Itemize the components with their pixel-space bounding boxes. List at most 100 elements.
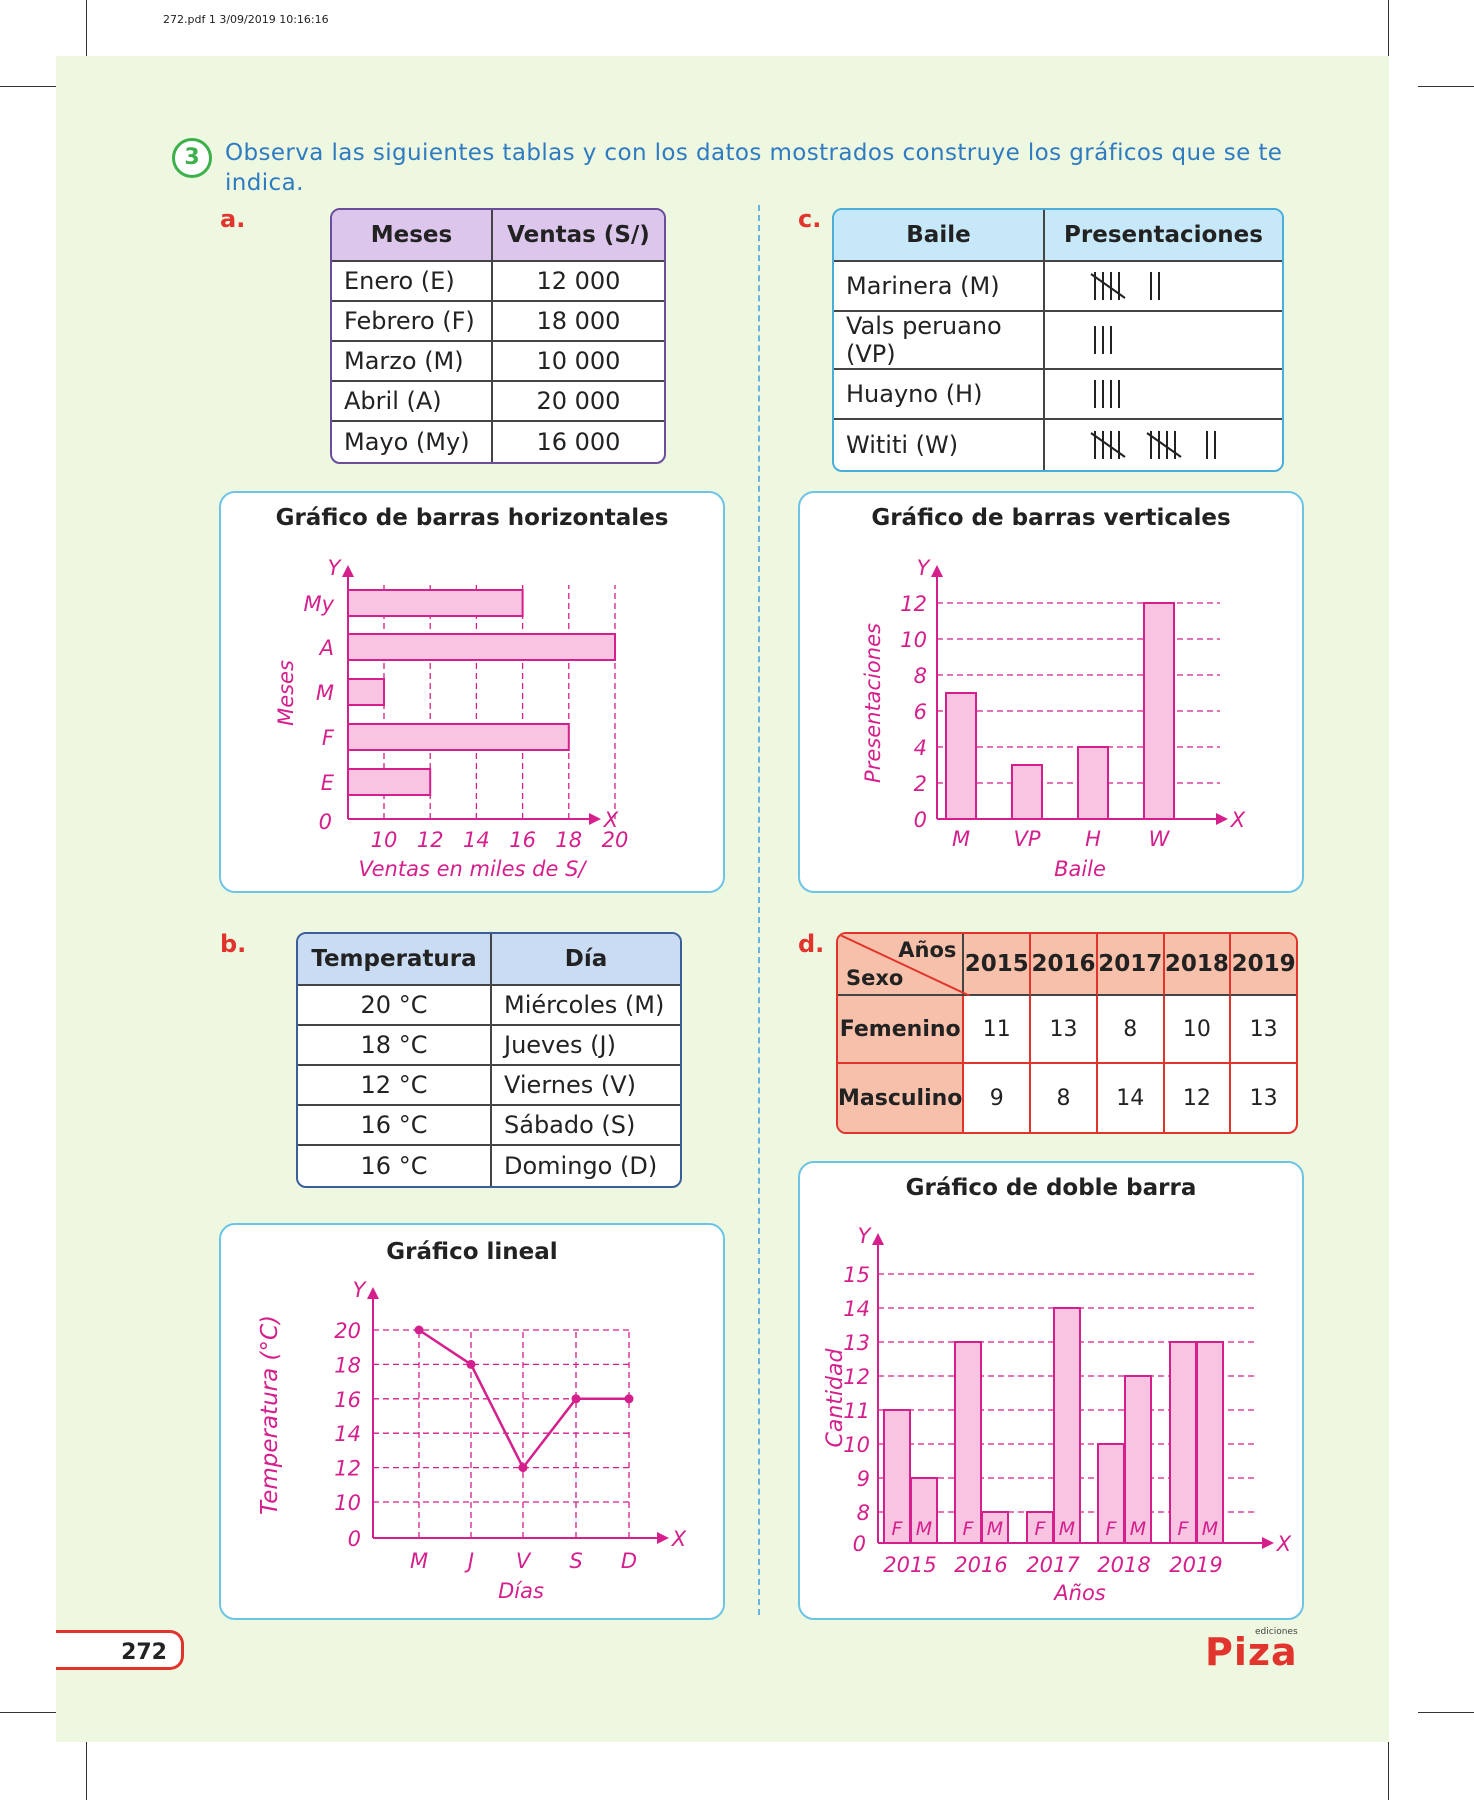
chart-double-bars: Gráfico de doble barra F M 2015 F M 2016 F M 201… (798, 1161, 1304, 1620)
x-tick-label: 18 (555, 828, 582, 852)
column-divider (758, 205, 760, 1615)
x-axis-arrow (1262, 1537, 1274, 1549)
table-row: Marzo (M) 10 000 (332, 342, 664, 382)
table-header: 2015 (964, 934, 1032, 996)
table-cell: 16 °C (298, 1106, 492, 1146)
y-axis-name: Y (353, 1278, 368, 1302)
table-header: 2016 (1031, 934, 1098, 996)
table-row: 20 °C Miércoles (M) (298, 986, 680, 1026)
tally-marks (1094, 326, 1112, 354)
bar-series-label: F (1035, 1518, 1047, 1540)
y-tick-label: 2 (914, 772, 927, 796)
x-axis-label: Ventas en miles de S/ (359, 857, 588, 881)
x-tick-label: 2019 (1169, 1553, 1222, 1577)
y-tick-label: 10 (900, 628, 927, 652)
x-tick-label: 2015 (883, 1553, 936, 1577)
table-cell: 12 °C (298, 1066, 492, 1106)
y-tick-label: F (322, 726, 335, 750)
x-tick-label: V (516, 1549, 532, 1573)
origin-label: 0 (319, 810, 332, 834)
section-letter-c: c. (798, 205, 822, 233)
table-header: Temperatura (298, 934, 492, 986)
tally-marks (1094, 380, 1120, 408)
y-axis-name: Y (917, 556, 932, 580)
x-tick-label: VP (1013, 827, 1040, 851)
bar-series-label: F (1178, 1518, 1190, 1540)
x-axis-name: X (671, 1527, 687, 1551)
logo-subtitle: ediciones (1255, 1627, 1298, 1637)
y-tick-label: M (316, 681, 334, 705)
x-tick-label: 2018 (1097, 1553, 1150, 1577)
y-axis-label: Temperatura (°C) (257, 1315, 283, 1515)
bar (1124, 1375, 1152, 1544)
chart-vertical-bars: Gráfico de barras verticales M VP H W X Y 0 2 4 6… (798, 491, 1304, 893)
x-axis-name: X (1276, 1532, 1292, 1556)
y-tick-label: 10 (843, 1433, 870, 1457)
bar (883, 1409, 911, 1544)
table-cell: 8 (1031, 1064, 1098, 1132)
x-tick-label: H (1085, 827, 1101, 851)
x-axis-arrow (1216, 813, 1228, 825)
data-point (518, 1463, 528, 1473)
x-tick-label: 16 (509, 828, 536, 852)
table-sales-by-month: Meses Ventas (S/) Enero (E) 12 000 Febrer… (330, 208, 666, 464)
publisher-logo: Piza (1205, 1630, 1298, 1674)
y-axis-arrow (872, 1233, 884, 1245)
table-temperature-by-day: Temperatura Día 20 °C Miércoles (M) 18 °C… (296, 932, 682, 1188)
bar-series-label: F (963, 1518, 975, 1540)
bar (1169, 1341, 1197, 1544)
table-cell: Huayno (H) (834, 370, 1045, 420)
exercise-number-badge: 3 (172, 138, 212, 178)
bar (954, 1341, 982, 1544)
x-tick-label: 10 (371, 828, 398, 852)
y-axis-name: Y (328, 556, 343, 580)
table-corner-header: Años Sexo (838, 934, 970, 996)
tally-marks (1090, 431, 1216, 459)
table-row: Femenino 11 13 8 10 13 (838, 996, 1296, 1064)
chart-canvas: M VP H W X Y 0 2 4 6 8 10 12 Baile Presentaciones (861, 556, 1246, 881)
x-tick-label: 20 (602, 828, 629, 852)
y-tick-label: 11 (843, 1399, 870, 1423)
table-header: Baile (834, 210, 1045, 262)
bar-series-label: M (916, 1518, 932, 1540)
x-axis-arrow (589, 813, 601, 825)
table-cell: 16 000 (536, 428, 621, 456)
bar (347, 678, 385, 706)
table-cell: 13 (1231, 996, 1296, 1064)
table-cell: Marzo (M) (332, 342, 493, 382)
bar (1196, 1341, 1224, 1544)
y-tick-label: 18 (334, 1353, 361, 1377)
y-axis-arrow (931, 565, 943, 577)
exercise-instruction: Observa las siguientes tablas y con los … (225, 140, 1283, 196)
section-letter-b: b. (220, 930, 247, 958)
bar (347, 633, 616, 661)
y-axis-arrow (342, 565, 354, 577)
table-row: Abril (A) 20 000 (332, 382, 664, 422)
bar-series-label: M (1202, 1518, 1218, 1540)
x-tick-label: M (410, 1549, 428, 1573)
x-tick-label: 2016 (954, 1553, 1007, 1577)
table-cell: Miércoles (M) (492, 986, 680, 1026)
y-tick-label: 16 (334, 1388, 361, 1412)
table-cell: Marinera (M) (834, 262, 1045, 312)
y-axis-label: Cantidad (823, 1347, 848, 1447)
table-cell: 20 °C (298, 986, 492, 1026)
section-letter-a: a. (220, 205, 246, 233)
bar (347, 589, 524, 617)
table-cell: 12 000 (492, 262, 664, 302)
x-tick-label: D (621, 1549, 637, 1573)
bar (347, 768, 432, 796)
x-axis-label: Años (1052, 1581, 1106, 1605)
corner-top-label: Años (898, 938, 957, 962)
bar-series-label: M (1130, 1518, 1146, 1540)
y-axis-name: Y (858, 1224, 873, 1248)
table-cell: 8 (1097, 996, 1165, 1064)
table-cell: 14 (1098, 1064, 1165, 1132)
table-cell: Mayo (My) (332, 422, 493, 462)
chart-canvas: X Y M J V S D 10 12 14 16 18 20 0 Días Temperatura (°C) (257, 1278, 687, 1603)
chart-line: Gráfico lineal X Y M J V S D 10 12 14 16 18 20 0 Días T… (219, 1223, 725, 1620)
table-cell: Jueves (J) (492, 1026, 680, 1066)
x-tick-label: 12 (417, 828, 444, 852)
